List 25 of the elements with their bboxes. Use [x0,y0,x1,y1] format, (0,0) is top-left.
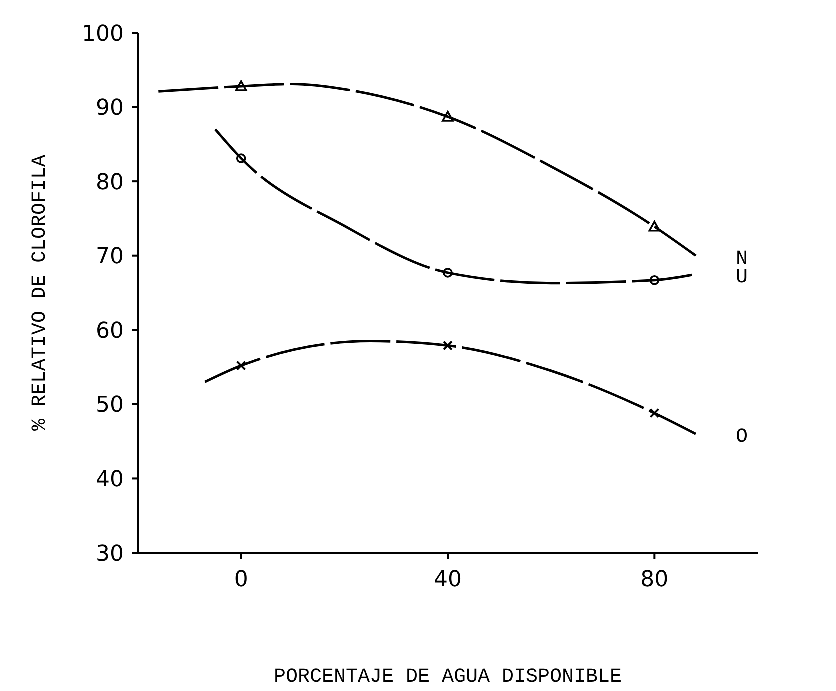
y-tick-label: 50 [96,393,124,418]
y-tick-label: 90 [96,96,124,122]
x-tick-label: 40 [434,568,462,593]
text: O [736,426,748,450]
y-tick-label: 30 [96,542,124,567]
text: U [736,266,748,290]
point [648,220,661,232]
y-tick-label: 80 [96,170,124,196]
y-tick-label: 60 [96,318,124,344]
point [650,408,660,418]
x-tick-label: 0 [234,568,248,593]
x-tick-label: 80 [640,568,669,593]
point [443,268,453,278]
point [235,80,248,92]
point [443,340,453,351]
x-axis-title: PORCENTAJE DE AGUA DISPONIBLE [274,666,622,690]
point [442,111,454,122]
point [236,154,246,164]
point [236,360,246,371]
y-tick-label: 40 [96,468,124,493]
y-tick-label: 70 [96,244,124,270]
point [650,275,660,286]
line-series [204,340,698,436]
y-tick-label: 100 [82,22,124,47]
y-axis-title: % RELATIVO DE CLOROFILA [29,154,52,432]
